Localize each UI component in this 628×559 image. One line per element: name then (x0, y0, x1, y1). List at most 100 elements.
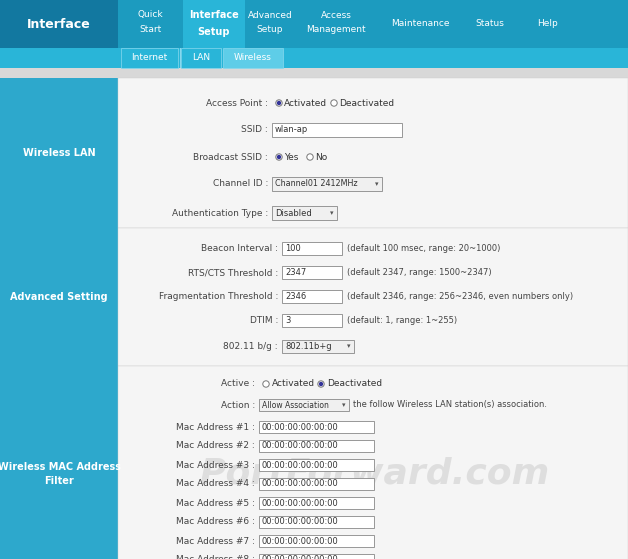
Text: Active :: Active : (221, 380, 255, 389)
Text: Authentication Type :: Authentication Type : (171, 209, 268, 217)
Text: Advanced Setting: Advanced Setting (10, 292, 108, 302)
Text: 100: 100 (285, 244, 301, 253)
Bar (282, 314, 342, 327)
Text: No: No (315, 153, 327, 162)
Text: Mac Address #4 :: Mac Address #4 : (176, 480, 255, 489)
Text: Interface: Interface (27, 17, 91, 31)
Text: Mac Address #7 :: Mac Address #7 : (176, 537, 255, 546)
Text: ▾: ▾ (347, 343, 351, 349)
Text: Action :: Action : (221, 400, 255, 410)
Text: Help: Help (538, 18, 558, 27)
Bar (118, 366, 628, 559)
Bar (0, 228, 118, 366)
Text: 00:00:00:00:00:00: 00:00:00:00:00:00 (262, 499, 338, 508)
Text: Wireless LAN: Wireless LAN (23, 148, 95, 158)
Circle shape (307, 154, 313, 160)
Text: DTIM :: DTIM : (249, 316, 278, 325)
Circle shape (276, 154, 282, 160)
Text: (default 100 msec, range: 20~1000): (default 100 msec, range: 20~1000) (347, 244, 501, 253)
Text: Mac Address #8 :: Mac Address #8 : (176, 556, 255, 559)
Text: 00:00:00:00:00:00: 00:00:00:00:00:00 (262, 442, 338, 451)
Text: Allow Association: Allow Association (262, 400, 329, 410)
Bar (259, 459, 374, 471)
Text: 3: 3 (285, 316, 290, 325)
Bar (0, 48, 628, 68)
Text: Maintenance: Maintenance (391, 18, 449, 27)
Text: Fragmentation Threshold :: Fragmentation Threshold : (159, 292, 278, 301)
Text: RTS/CTS Threshold :: RTS/CTS Threshold : (188, 268, 278, 277)
Text: Internet: Internet (131, 54, 167, 63)
Text: 2347: 2347 (285, 268, 306, 277)
Circle shape (320, 382, 323, 386)
Bar (259, 497, 374, 509)
Text: Status: Status (475, 18, 504, 27)
Text: 00:00:00:00:00:00: 00:00:00:00:00:00 (262, 461, 338, 470)
Text: Broadcast SSID :: Broadcast SSID : (193, 153, 268, 162)
Text: Access: Access (320, 11, 352, 20)
Text: Deactivated: Deactivated (327, 380, 382, 389)
Text: Setup: Setup (257, 26, 283, 35)
Bar (118, 228, 628, 366)
Text: ▾: ▾ (342, 402, 346, 408)
Text: (default 2347, range: 1500~2347): (default 2347, range: 1500~2347) (347, 268, 492, 277)
Bar (272, 123, 402, 137)
Bar (0, 0, 628, 48)
Bar (259, 421, 374, 433)
Text: 00:00:00:00:00:00: 00:00:00:00:00:00 (262, 423, 338, 432)
Text: Setup: Setup (198, 27, 230, 37)
Bar (259, 535, 374, 547)
Bar (259, 440, 374, 452)
Text: (default 2346, range: 256~2346, even numbers only): (default 2346, range: 256~2346, even num… (347, 292, 573, 301)
Text: PortForward.com: PortForward.com (199, 457, 549, 490)
Text: Mac Address #6 :: Mac Address #6 : (176, 518, 255, 527)
Text: Start: Start (139, 26, 161, 35)
Bar (121, 48, 178, 68)
Circle shape (263, 381, 269, 387)
Circle shape (278, 102, 281, 105)
Text: Filter: Filter (44, 476, 74, 486)
Text: 00:00:00:00:00:00: 00:00:00:00:00:00 (262, 518, 338, 527)
Bar (272, 206, 337, 220)
Bar (0, 366, 118, 559)
Text: Channel01 2412MHz: Channel01 2412MHz (275, 179, 357, 188)
Bar (118, 78, 628, 228)
Circle shape (276, 100, 282, 106)
Text: 00:00:00:00:00:00: 00:00:00:00:00:00 (262, 537, 338, 546)
Bar (223, 48, 283, 68)
Text: SSID :: SSID : (241, 126, 268, 135)
Bar (259, 399, 349, 411)
Text: (default: 1, range: 1~255): (default: 1, range: 1~255) (347, 316, 457, 325)
Circle shape (278, 155, 281, 159)
Circle shape (318, 381, 324, 387)
Text: the follow Wireless LAN station(s) association.: the follow Wireless LAN station(s) assoc… (353, 400, 547, 410)
Text: Interface: Interface (189, 10, 239, 20)
Text: Mac Address #1 :: Mac Address #1 : (176, 423, 255, 432)
Text: 2346: 2346 (285, 292, 306, 301)
Text: ▾: ▾ (330, 210, 333, 216)
Text: 00:00:00:00:00:00: 00:00:00:00:00:00 (262, 556, 338, 559)
Bar (180, 48, 181, 68)
Bar (282, 242, 342, 255)
Text: Yes: Yes (284, 153, 298, 162)
Text: Mac Address #2 :: Mac Address #2 : (176, 442, 255, 451)
Text: ▾: ▾ (376, 181, 379, 187)
Text: Activated: Activated (284, 98, 327, 107)
Text: 802.11b+g: 802.11b+g (285, 342, 332, 351)
Bar (259, 554, 374, 559)
Text: Channel ID :: Channel ID : (213, 179, 268, 188)
Text: wlan-ap: wlan-ap (275, 126, 308, 135)
Bar (181, 48, 221, 68)
Text: Mac Address #3 :: Mac Address #3 : (176, 461, 255, 470)
Bar (282, 290, 342, 303)
Text: Access Point :: Access Point : (206, 98, 268, 107)
Text: Wireless: Wireless (234, 54, 272, 63)
Bar (259, 478, 374, 490)
Text: Wireless MAC Address: Wireless MAC Address (0, 462, 121, 472)
Text: 802.11 b/g :: 802.11 b/g : (224, 342, 278, 351)
Bar (183, 0, 245, 48)
Bar (282, 266, 342, 279)
Text: LAN: LAN (192, 54, 210, 63)
Text: Disabled: Disabled (275, 209, 311, 217)
Bar (0, 68, 628, 78)
Text: 00:00:00:00:00:00: 00:00:00:00:00:00 (262, 480, 338, 489)
